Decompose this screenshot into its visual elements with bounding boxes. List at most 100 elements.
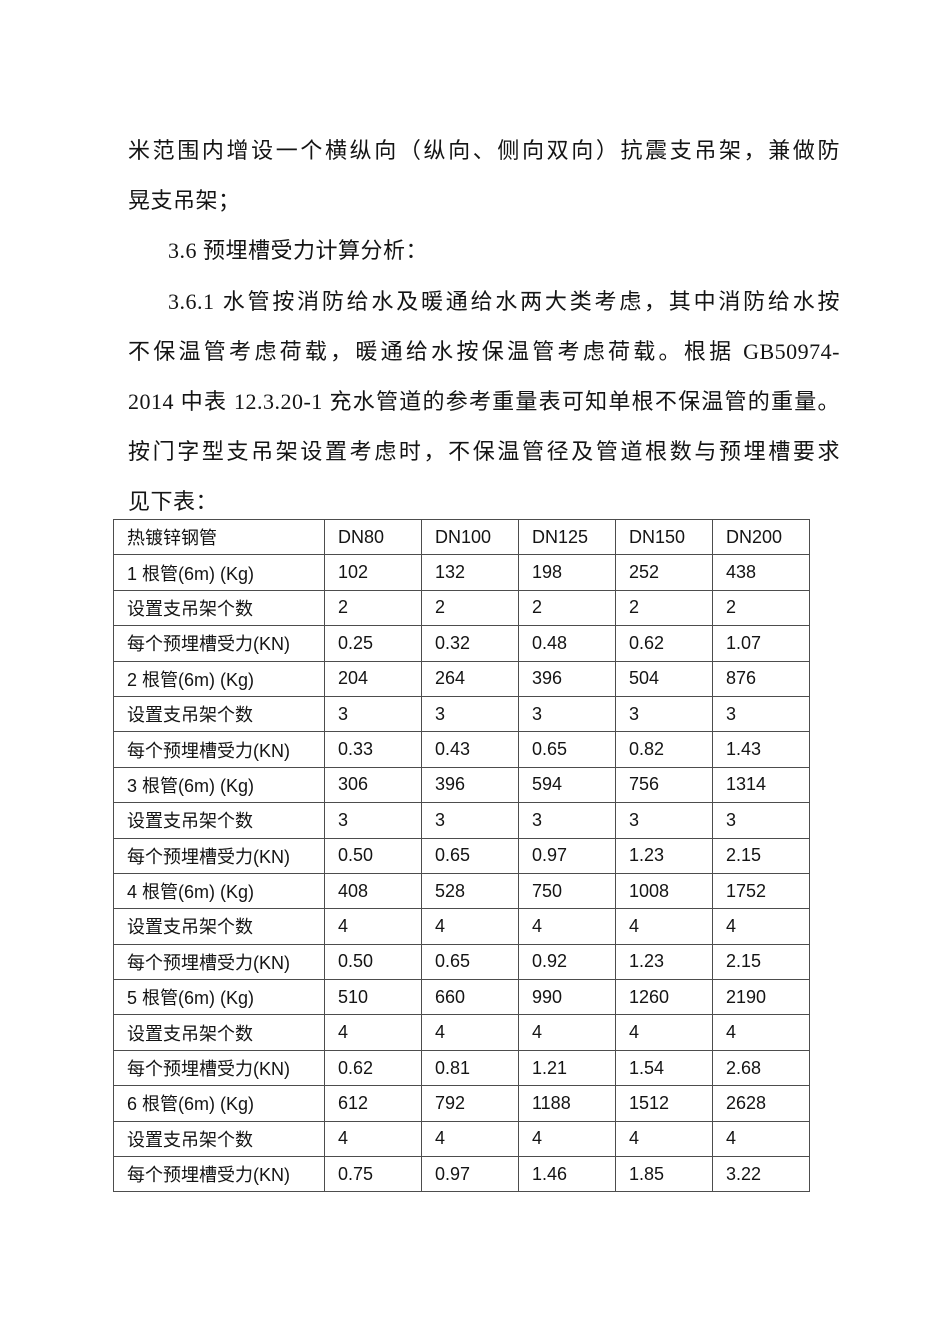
value-cell: 1.85	[615, 1156, 713, 1193]
value-cell: 1.46	[518, 1156, 616, 1193]
value-cell: 0.62	[324, 1049, 422, 1087]
value-cell: 1188	[518, 1085, 616, 1122]
value-cell: 1.23	[615, 943, 713, 981]
value-cell: 264	[421, 660, 519, 697]
row-label-cell: 设置支吊架个数	[113, 1014, 325, 1051]
value-cell: 4	[712, 1120, 810, 1158]
value-cell: 3	[615, 695, 713, 733]
value-cell: 876	[712, 660, 810, 697]
row-label-cell: 1 根管(6m) (Kg)	[113, 554, 325, 591]
value-cell: 2	[421, 589, 519, 627]
value-cell: 306	[324, 766, 422, 804]
value-cell: 504	[615, 660, 713, 697]
value-cell: 2	[324, 589, 422, 627]
body-line: 见下表：	[128, 489, 219, 515]
body-line: 米范围内增设一个横纵向（纵向、侧向双向）抗震支吊架，兼做防	[128, 138, 840, 163]
body-line: 不保温管考虑荷载，暖通给水按保温管考虑荷载。根据 GB50974-	[128, 338, 840, 364]
table-header-row: 热镀锌钢管 DN80 DN100 DN125 DN150 DN200	[113, 518, 810, 556]
value-cell: 3	[421, 695, 519, 733]
table-header-cell: DN125	[518, 518, 616, 556]
row-label-cell: 每个预埋槽受力(KN)	[113, 1156, 325, 1193]
value-cell: 4	[421, 1014, 519, 1051]
value-cell: 0.81	[421, 1049, 519, 1087]
value-cell: 396	[421, 766, 519, 804]
row-label-cell: 设置支吊架个数	[113, 695, 325, 733]
value-cell: 0.43	[421, 731, 519, 768]
row-label-cell: 每个预埋槽受力(KN)	[113, 943, 325, 981]
value-cell: 1.07	[712, 625, 810, 662]
value-cell: 1008	[615, 872, 713, 910]
value-cell: 1.23	[615, 837, 713, 874]
table-row: 每个预埋槽受力(KN) 0.62 0.81 1.21 1.54 2.68	[113, 1049, 810, 1087]
value-cell: 2628	[712, 1085, 810, 1122]
body-line: 晃支吊架；	[128, 188, 241, 214]
table-row: 每个预埋槽受力(KN) 0.50 0.65 0.92 1.23 2.15	[113, 943, 810, 981]
value-cell: 3	[518, 695, 616, 733]
table-header-cell: DN150	[615, 518, 713, 556]
value-cell: 4	[324, 1014, 422, 1051]
value-cell: 1.54	[615, 1049, 713, 1087]
value-cell: 612	[324, 1085, 422, 1122]
value-cell: 0.75	[324, 1156, 422, 1193]
table-row: 设置支吊架个数 2 2 2 2 2	[113, 589, 810, 627]
value-cell: 4	[518, 1120, 616, 1158]
value-cell: 1752	[712, 872, 810, 910]
value-cell: 3	[712, 802, 810, 839]
value-cell: 3	[421, 802, 519, 839]
value-cell: 528	[421, 872, 519, 910]
value-cell: 990	[518, 979, 616, 1016]
table-header-cell: DN100	[421, 518, 519, 556]
value-cell: 0.82	[615, 731, 713, 768]
value-cell: 2.68	[712, 1049, 810, 1087]
value-cell: 0.65	[421, 837, 519, 874]
value-cell: 396	[518, 660, 616, 697]
row-label-cell: 3 根管(6m) (Kg)	[113, 766, 325, 804]
value-cell: 0.65	[421, 943, 519, 981]
value-cell: 0.50	[324, 943, 422, 981]
table-row: 设置支吊架个数 3 3 3 3 3	[113, 802, 810, 839]
value-cell: 408	[324, 872, 422, 910]
value-cell: 750	[518, 872, 616, 910]
value-cell: 252	[615, 554, 713, 591]
value-cell: 1.21	[518, 1049, 616, 1087]
value-cell: 594	[518, 766, 616, 804]
value-cell: 0.32	[421, 625, 519, 662]
value-cell: 3	[518, 802, 616, 839]
value-cell: 4	[615, 1120, 713, 1158]
value-cell: 1.43	[712, 731, 810, 768]
value-cell: 4	[518, 908, 616, 945]
value-cell: 4	[518, 1014, 616, 1051]
value-cell: 0.33	[324, 731, 422, 768]
row-label-cell: 6 根管(6m) (Kg)	[113, 1085, 325, 1122]
document-body: 米范围内增设一个横纵向（纵向、侧向双向）抗震支吊架，兼做防 晃支吊架； 3.6 …	[128, 126, 840, 528]
value-cell: 3	[615, 802, 713, 839]
value-cell: 1314	[712, 766, 810, 804]
table-header-cell: DN200	[712, 518, 810, 556]
value-cell: 198	[518, 554, 616, 591]
value-cell: 2190	[712, 979, 810, 1016]
table-row: 设置支吊架个数 3 3 3 3 3	[113, 695, 810, 733]
table-row: 4 根管(6m) (Kg) 408 528 750 1008 1752	[113, 872, 810, 910]
value-cell: 4	[712, 908, 810, 945]
table-row: 1 根管(6m) (Kg) 102 132 198 252 438	[113, 554, 810, 591]
value-cell: 0.62	[615, 625, 713, 662]
value-cell: 1260	[615, 979, 713, 1016]
value-cell: 102	[324, 554, 422, 591]
value-cell: 2	[712, 589, 810, 627]
value-cell: 0.97	[518, 837, 616, 874]
value-cell: 0.50	[324, 837, 422, 874]
row-label-cell: 设置支吊架个数	[113, 1120, 325, 1158]
row-label-cell: 每个预埋槽受力(KN)	[113, 1049, 325, 1087]
value-cell: 204	[324, 660, 422, 697]
body-line: 按门字型支吊架设置考虑时，不保温管径及管道根数与预埋槽要求	[128, 439, 840, 465]
value-cell: 438	[712, 554, 810, 591]
value-cell: 0.48	[518, 625, 616, 662]
table-row: 设置支吊架个数 4 4 4 4 4	[113, 908, 810, 945]
row-label-cell: 5 根管(6m) (Kg)	[113, 979, 325, 1016]
value-cell: 4	[712, 1014, 810, 1051]
table-header-label-cell: 热镀锌钢管	[113, 518, 325, 556]
value-cell: 510	[324, 979, 422, 1016]
table-header-cell: DN80	[324, 518, 422, 556]
value-cell: 4	[615, 1014, 713, 1051]
value-cell: 2	[615, 589, 713, 627]
